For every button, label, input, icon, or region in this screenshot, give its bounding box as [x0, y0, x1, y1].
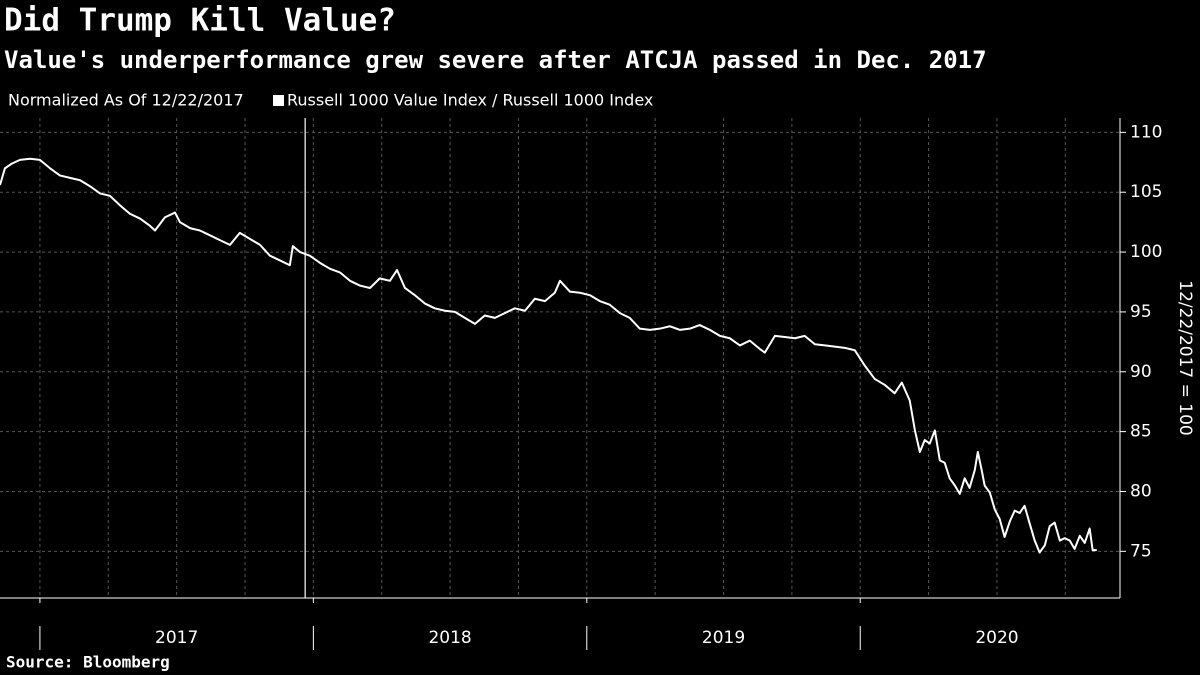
legend-swatch: [273, 95, 284, 106]
series-line: [0, 157, 1097, 554]
x-tick-label: 2018: [428, 628, 471, 648]
y-tick-label: 110: [1130, 122, 1162, 142]
y-tick-label: 95: [1130, 302, 1152, 322]
y-tick-label: 100: [1130, 242, 1162, 262]
y-tick-label: 90: [1130, 362, 1152, 382]
source: Source: Bloomberg: [6, 653, 170, 672]
y-axis-label: 12/22/2017 = 100: [1175, 280, 1195, 435]
y-tick-label: 85: [1130, 422, 1152, 442]
y-tick-label: 80: [1130, 481, 1152, 501]
x-tick-label: 2020: [975, 628, 1018, 648]
legend-label: Russell 1000 Value Index / Russell 1000 …: [287, 91, 653, 110]
chart-subtitle: Value's underperformance grew severe aft…: [4, 46, 987, 74]
x-tick-label: 2017: [155, 628, 198, 648]
y-tick-label: 75: [1130, 541, 1152, 561]
x-tick-label: 2019: [702, 628, 745, 648]
y-tick-label: 105: [1130, 182, 1162, 202]
chart-title: Did Trump Kill Value?: [4, 3, 396, 39]
note: Normalized As Of 12/22/2017: [8, 91, 244, 110]
